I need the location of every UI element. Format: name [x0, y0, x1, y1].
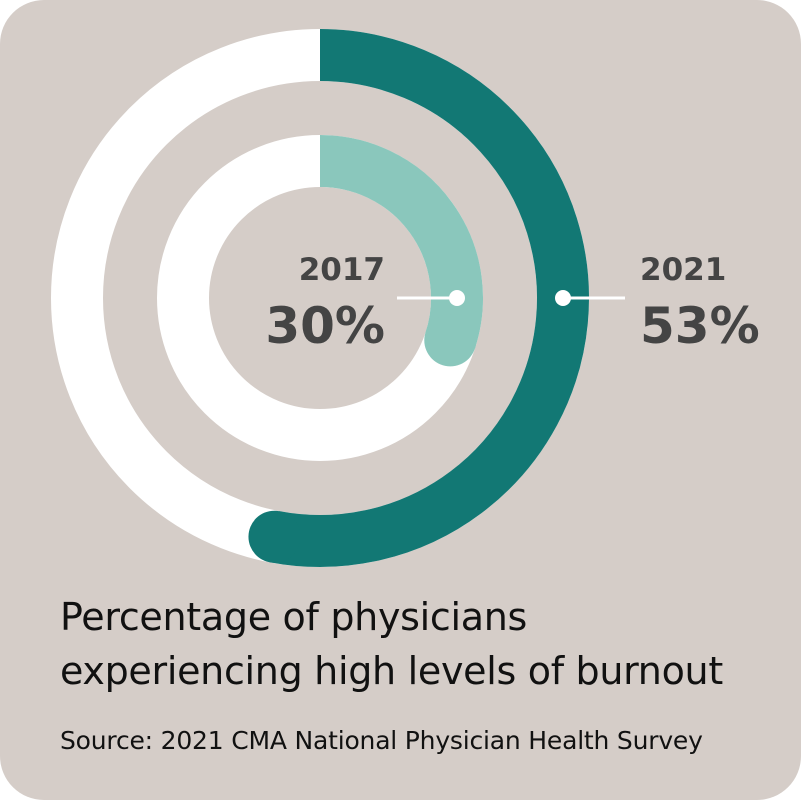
chart-title: Percentage of physicians experiencing hi…: [60, 590, 780, 698]
ring-arc-end-2021: [248, 510, 301, 563]
value-label-2021: 53%: [640, 297, 760, 355]
value-label-2017: 30%: [265, 297, 385, 355]
callout-dot-2021: [555, 290, 571, 306]
ring-arc-end-2017: [424, 314, 477, 367]
chart-title-line-2: experiencing high levels of burnout: [60, 649, 723, 693]
chart-title-line-1: Percentage of physicians: [60, 595, 528, 639]
ring-arc-2021: [269, 29, 589, 567]
callout-dot-2017: [449, 290, 465, 306]
series-label-2021: 2021: [640, 252, 726, 288]
callouts-group: 2017 30% 2021 53%: [265, 252, 759, 355]
source-note: Source: 2021 CMA National Physician Heal…: [60, 726, 703, 755]
series-label-2017: 2017: [299, 252, 385, 288]
